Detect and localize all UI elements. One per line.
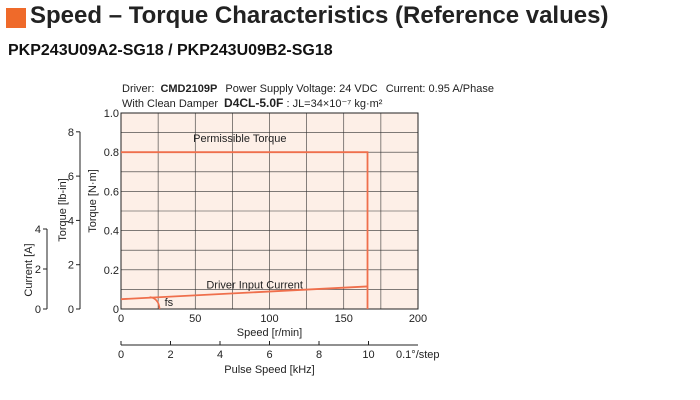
- driver-label: Driver:: [122, 83, 154, 95]
- speed-axis: 0 50 100 150 200: [118, 313, 427, 325]
- conditions-line-2: With Clean Damper D4CL-5.0F : JL=34×10⁻⁷…: [122, 96, 383, 110]
- x-tick-label: 0: [118, 313, 124, 325]
- current-tick-label: 4: [35, 224, 41, 236]
- supply-voltage-text: Power Supply Voltage: 24 VDC: [225, 83, 377, 95]
- pulse-tick-label: 0: [118, 349, 124, 361]
- damper-model: D4CL-5.0F: [224, 96, 283, 110]
- page-title: Speed – Torque Characteristics (Referenc…: [30, 2, 609, 29]
- y-tick-label: 0.6: [104, 186, 119, 198]
- step-angle-label: 0.1°/step: [396, 349, 440, 361]
- x-tick-label: 50: [189, 313, 201, 325]
- pulse-axis-label: Pulse Speed [kHz]: [224, 364, 315, 376]
- current-axis: 0 2 4: [35, 224, 48, 316]
- plot-frame: [120, 112, 419, 310]
- series-group: [120, 151, 369, 310]
- fs-annotation: fs: [165, 297, 174, 309]
- lbin-tick-label: 0: [68, 304, 74, 316]
- lbin-tick-label: 8: [68, 127, 74, 139]
- pulse-tick-label: 8: [316, 349, 322, 361]
- damper-label: With Clean Damper: [122, 98, 218, 110]
- current-condition-text: Current: 0.95 A/Phase: [386, 83, 494, 95]
- y-tick-label: 0.4: [104, 226, 119, 238]
- driver-input-current-label: Driver Input Current: [206, 279, 303, 291]
- lbin-tick-label: 4: [68, 215, 74, 227]
- pulse-tick-label: 10: [362, 349, 374, 361]
- driver-input-current-line: [120, 285, 368, 301]
- current-tick-label: 0: [35, 304, 41, 316]
- header-accent-square: [6, 8, 26, 28]
- lbin-axis-label: Torque [lb-in]: [57, 178, 69, 242]
- y-axis-label: Torque [N·m]: [87, 169, 99, 233]
- permissible-torque-label: Permissible Torque: [193, 133, 286, 145]
- y-tick-label: 0: [113, 304, 119, 316]
- current-tick-label: 2: [35, 264, 41, 276]
- inertia-text: : JL=34×10⁻⁷ kg·m²: [286, 98, 382, 110]
- x-tick-label: 150: [335, 313, 353, 325]
- pulse-speed-axis: 0 2 4 6 8 10: [118, 341, 418, 361]
- fs-curve: [149, 296, 161, 310]
- x-tick-label: 200: [409, 313, 427, 325]
- pulse-tick-label: 6: [266, 349, 272, 361]
- x-tick-label: 100: [260, 313, 278, 325]
- conditions-line-1: Driver: CMD2109P Power Supply Voltage: 2…: [122, 83, 494, 95]
- model-subtitle: PKP243U09A2-SG18 / PKP243U09B2-SG18: [8, 42, 333, 59]
- x-axis-label: Speed [r/min]: [237, 327, 302, 339]
- driver-model: CMD2109P: [160, 83, 217, 95]
- permissible-torque-line: [121, 151, 369, 309]
- y-tick-label: 1.0: [104, 108, 119, 120]
- pulse-tick-label: 4: [217, 349, 223, 361]
- torque-lbin-axis: 0 2 4 6 8: [68, 127, 81, 316]
- pulse-tick-label: 2: [167, 349, 173, 361]
- lbin-tick-label: 6: [68, 171, 74, 183]
- y-tick-label: 0.8: [104, 147, 119, 159]
- torque-nm-axis: 0 0.2 0.4 0.6 0.8 1.0: [104, 108, 119, 316]
- current-axis-label: Current [A]: [23, 243, 35, 296]
- y-tick-label: 0.2: [104, 265, 119, 277]
- lbin-tick-label: 2: [68, 260, 74, 272]
